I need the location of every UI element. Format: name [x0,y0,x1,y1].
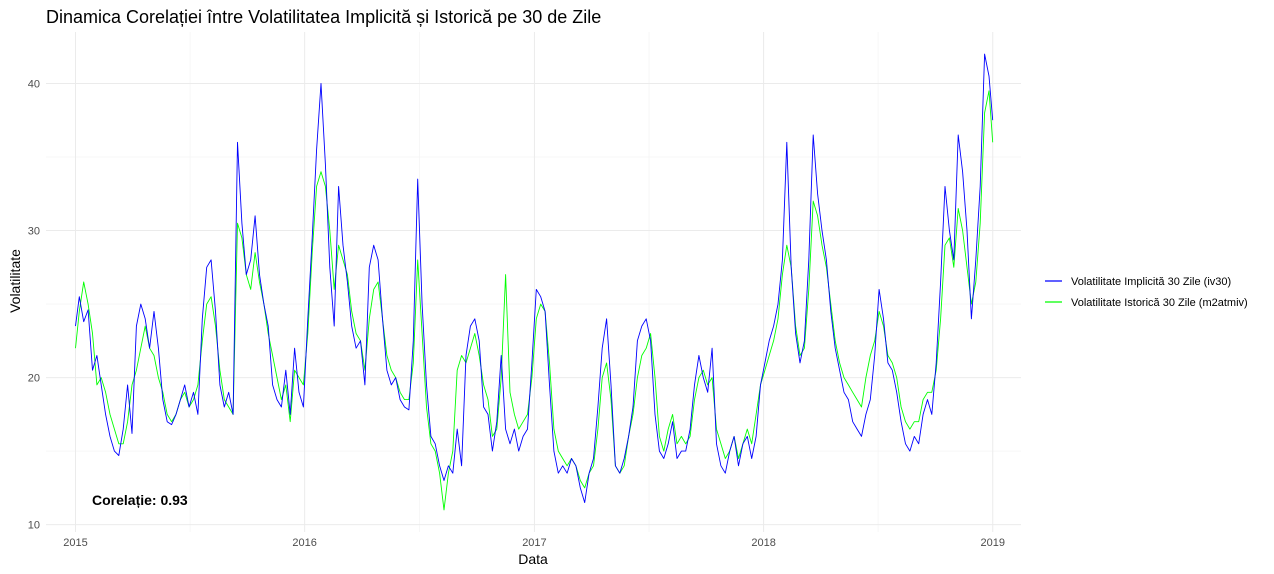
x-axis-title: Data [518,551,548,567]
y-axis-ticks: 10 20 30 40 [28,78,40,531]
grid [46,32,1021,532]
legend-label: Volatilitate Istorică 30 Zile (m2atmiv) [1071,297,1248,309]
y-tick-label: 20 [28,373,40,385]
x-tick-label: 2016 [292,537,316,549]
x-axis-ticks: 2015 2016 2017 2018 2019 [63,537,1005,549]
y-tick-label: 30 [28,226,40,238]
correlation-annotation: Corelație: 0.93 [92,492,188,508]
x-tick-label: 2015 [63,537,87,549]
x-tick-label: 2019 [981,537,1005,549]
y-axis-title: Volatilitate [7,249,23,313]
legend-label: Volatilitate Implicită 30 Zile (iv30) [1071,276,1231,288]
chart-title: Dinamica Corelației între Volatilitatea … [46,7,601,27]
series-lines [75,53,994,511]
y-tick-label: 10 [28,520,40,532]
y-tick-label: 40 [28,78,40,90]
series-line-historical [75,90,994,511]
series-line-implied [75,53,994,504]
legend: Volatilitate Implicită 30 Zile (iv30) Vol… [1045,276,1248,309]
x-tick-label: 2017 [522,537,546,549]
x-tick-label: 2018 [751,537,775,549]
